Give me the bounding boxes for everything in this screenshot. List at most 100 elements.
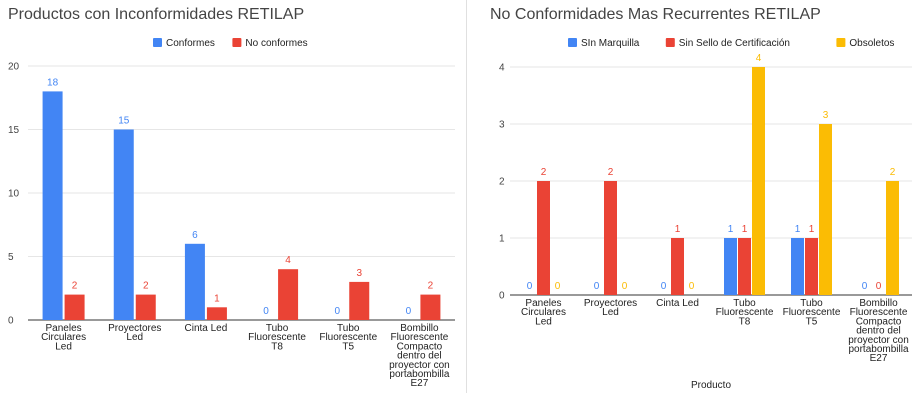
bar — [42, 91, 63, 321]
category-label-line: Circulares — [521, 307, 566, 318]
legend-entry: Conformes — [166, 38, 215, 49]
category-label-line: Paneles — [525, 298, 561, 309]
data-label: 2 — [608, 167, 614, 178]
data-label: 18 — [47, 77, 59, 88]
category-label-line: Compacto — [397, 341, 443, 352]
legend-swatch — [568, 38, 577, 47]
data-label: 4 — [285, 255, 291, 266]
legend-swatch — [153, 38, 162, 47]
category-label-line: Proyectores — [108, 323, 161, 334]
data-label: 0 — [661, 281, 667, 292]
bar — [113, 129, 134, 320]
category-label-line: Bombillo — [859, 298, 898, 309]
category-label-line: E27 — [411, 378, 429, 389]
category-label: Proyectores Led — [584, 298, 637, 318]
category-label: Bombillo Fluorescente Compacto dentro del pr… — [848, 298, 909, 364]
chart-title: No Conformidades Mas Recurrentes RETILAP — [490, 6, 821, 23]
legend-entry: SIn Marquilla — [581, 38, 640, 49]
category-label-line: T5 — [806, 316, 818, 327]
bar — [738, 238, 751, 295]
category-label-line: Led — [126, 332, 143, 343]
category-label-line: Fluorescente — [716, 307, 774, 318]
category-label: Tubo Fluorescente T5 — [783, 298, 841, 327]
data-label: 1 — [675, 224, 681, 235]
category-label-line: Led — [535, 316, 552, 327]
category-label-line: Led — [55, 341, 72, 352]
bar — [671, 238, 684, 295]
legend-swatch — [836, 38, 846, 47]
bar — [278, 269, 299, 320]
y-tick-label: 4 — [499, 63, 505, 74]
bar — [724, 238, 737, 295]
data-label: 0 — [862, 281, 868, 292]
y-tick-label: 1 — [499, 234, 505, 245]
data-label: 2 — [890, 167, 896, 178]
category-label-line: Fluorescente — [850, 307, 908, 318]
bar — [886, 181, 899, 295]
data-label: 2 — [72, 281, 78, 292]
data-label: 2 — [541, 167, 547, 178]
category-label: Bombillo Fluorescente Compacto dentro del pr… — [389, 323, 450, 389]
category-label-line: Fluorescente — [783, 307, 841, 318]
bar — [349, 281, 370, 320]
category-label: Cinta Led — [656, 298, 699, 309]
category-label-line: Fluorescente — [248, 332, 306, 343]
category-label-line: Tubo — [266, 323, 289, 334]
data-label: 1 — [809, 224, 815, 235]
category-label-line: Proyectores — [584, 298, 637, 309]
category-label-line: T8 — [271, 341, 283, 352]
category-label: Tubo Fluorescente T5 — [319, 323, 377, 352]
category-label-line: proyector con — [848, 335, 909, 346]
y-tick-label: 20 — [8, 62, 20, 73]
data-label: 0 — [406, 306, 412, 317]
y-tick-label: 5 — [8, 252, 14, 263]
data-label: 0 — [527, 281, 533, 292]
category-label-line: Tubo — [800, 298, 823, 309]
category-label-line: dentro del — [856, 326, 900, 337]
category-label-line: dentro del — [397, 351, 441, 362]
category-label: Tubo Fluorescente T8 — [248, 323, 306, 352]
x-axis-title: Producto — [691, 380, 731, 391]
bar — [805, 238, 818, 295]
bar — [135, 294, 156, 320]
data-label: 1 — [742, 224, 748, 235]
category-label-line: Fluorescente — [391, 332, 449, 343]
category-label-line: Cinta Led — [656, 298, 699, 309]
category-label-line: Paneles — [46, 323, 82, 334]
legend-entry: No conformes — [245, 38, 307, 49]
y-tick-label: 3 — [499, 120, 505, 131]
bar — [206, 307, 227, 320]
data-label: 0 — [555, 281, 561, 292]
data-label: 0 — [622, 281, 628, 292]
data-label: 1 — [214, 293, 220, 304]
bar — [752, 67, 765, 295]
category-label: Cinta Led — [185, 323, 228, 334]
category-label-line: Tubo — [337, 323, 360, 334]
data-label: 2 — [428, 281, 434, 292]
category-label-line: portabombilla — [848, 344, 908, 355]
legend-swatch — [665, 38, 675, 47]
bar — [537, 181, 550, 295]
y-tick-label: 2 — [499, 177, 505, 188]
legend-swatch — [232, 38, 242, 47]
category-label-line: Circulares — [41, 332, 86, 343]
category-label-line: T5 — [342, 341, 354, 352]
data-label: 0 — [876, 281, 882, 292]
category-label-line: Led — [602, 307, 619, 318]
panel-divider — [466, 0, 467, 393]
bar — [420, 294, 441, 320]
category-label: Paneles Circulares Led — [41, 323, 86, 352]
data-label: 3 — [356, 268, 362, 279]
data-label: 6 — [192, 230, 198, 241]
y-tick-label: 15 — [8, 125, 20, 136]
legend-entry: Obsoletos — [849, 38, 894, 49]
category-label-line: portabombilla — [389, 369, 449, 380]
data-label: 2 — [143, 281, 149, 292]
category-label: Proyectores Led — [108, 323, 161, 343]
bar — [184, 243, 205, 320]
bar-chart-recurrentes: 0 1 2 3 4 SIn Marquilla Sin Sello de Certifica… — [499, 38, 912, 391]
data-label: 0 — [689, 281, 695, 292]
y-tick-label: 0 — [8, 316, 14, 327]
y-tick-label: 10 — [8, 189, 20, 200]
